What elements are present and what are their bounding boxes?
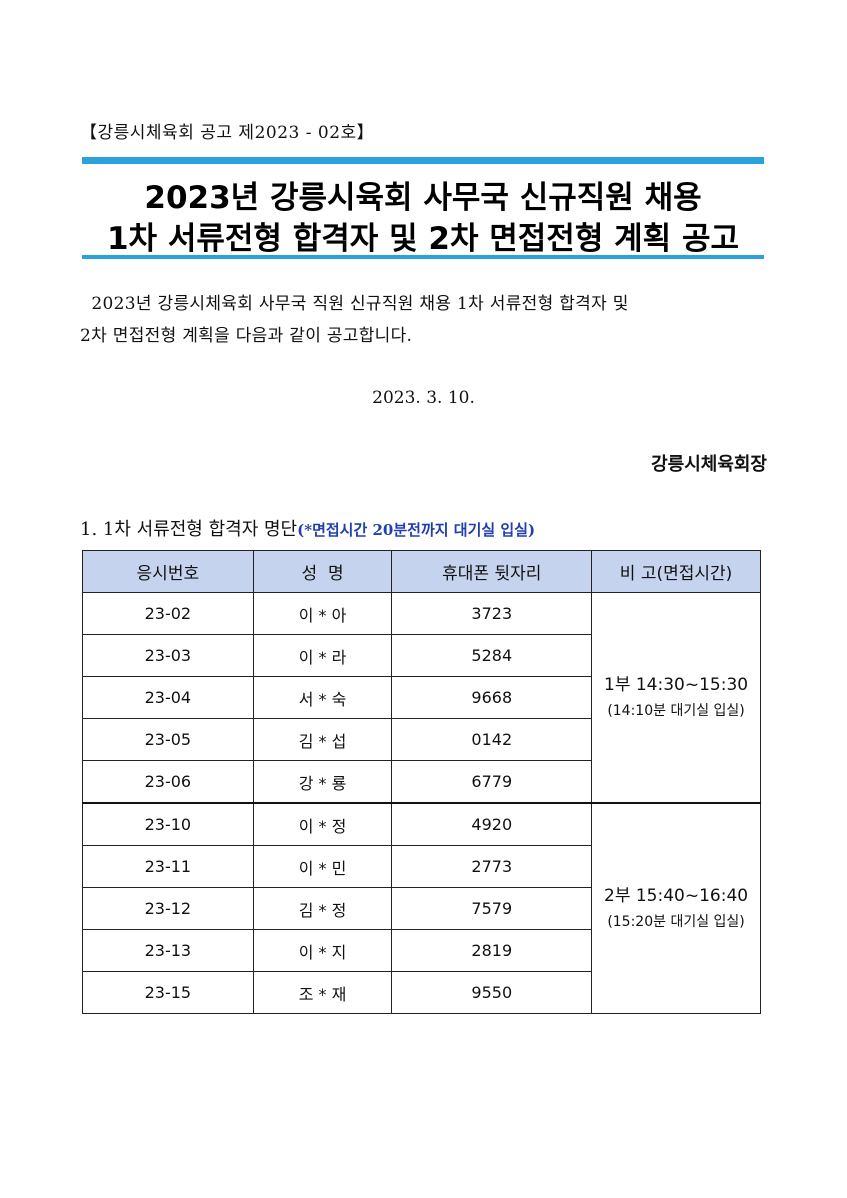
- phone-cell: 2773: [391, 845, 593, 888]
- table-row: 23-06 강 * 룡 6779: [82, 760, 761, 804]
- name-cell: 이 * 정: [252, 802, 393, 846]
- name-cell: 강 * 룡: [252, 760, 393, 804]
- name-cell: 이 * 라: [252, 634, 393, 677]
- exam-number-cell: 23-11: [82, 845, 254, 888]
- phone-cell: 5284: [391, 634, 593, 677]
- title-line-1: 2023년 강릉시육회 사무국 신규직원 채용: [144, 180, 702, 216]
- exam-number-cell: 23-13: [82, 929, 254, 972]
- table-row: 23-04 서 * 숙 9668: [82, 676, 761, 719]
- section-heading: 1. 1차 서류전형 합격자 명단(*면접시간 20분전까지 대기실 입실): [80, 515, 535, 541]
- exam-number-cell: 23-02: [82, 592, 254, 635]
- phone-cell: 3723: [391, 592, 593, 635]
- name-cell: 이 * 아: [252, 592, 393, 635]
- remark-cell-group-2: 2부 15:40~16:40 (15:20분 대기실 입실): [591, 802, 761, 1014]
- name-cell: 김 * 정: [252, 887, 393, 930]
- exam-number-cell: 23-12: [82, 887, 254, 930]
- remark-cell-group-1: 1부 14:30~15:30 (14:10분 대기실 입실): [591, 592, 761, 804]
- table-header-row: 응시번호 성 명 휴대폰 뒷자리 비 고(면접시간): [82, 550, 761, 593]
- remark-time-2: 2부 15:40~16:40: [604, 885, 749, 906]
- body-text: 2023년 강릉시체육회 사무국 직원 신규직원 채용 1차 서류전형 합격자 …: [80, 288, 766, 352]
- phone-cell: 9668: [391, 676, 593, 719]
- exam-number-cell: 23-03: [82, 634, 254, 677]
- exam-number-cell: 23-04: [82, 676, 254, 719]
- notice-number: 【강릉시체육회 공고 제2023 - 02호】: [80, 123, 375, 143]
- table-row: 23-13 이 * 지 2819: [82, 929, 761, 972]
- title-line-2: 1차 서류전형 합격자 및 2차 면접전형 계획 공고: [106, 221, 740, 257]
- signer: 강릉시체육회장: [651, 454, 767, 475]
- name-cell: 김 * 섭: [252, 718, 393, 761]
- passer-table: 응시번호 성 명 휴대폰 뒷자리 비 고(면접시간) 23-02 이 * 아 3…: [82, 550, 761, 1014]
- phone-cell: 4920: [391, 802, 593, 846]
- body-line-1: 2023년 강릉시체육회 사무국 직원 신규직원 채용 1차 서류전형 합격자 …: [80, 294, 629, 314]
- header-remark: 비 고(면접시간): [591, 550, 761, 593]
- notice-date: 2023. 3. 10.: [372, 388, 475, 408]
- exam-number-cell: 23-06: [82, 760, 254, 804]
- table-row: 23-10 이 * 정 4920 2부 15:40~16:40 (15:20분 …: [82, 802, 761, 1014]
- exam-number-cell: 23-05: [82, 718, 254, 761]
- table-row: 23-03 이 * 라 5284: [82, 634, 761, 677]
- title-rule-top: [82, 157, 764, 164]
- phone-cell: 6779: [391, 760, 593, 804]
- phone-cell: 2819: [391, 929, 593, 972]
- name-cell: 이 * 지: [252, 929, 393, 972]
- name-cell: 조 * 재: [252, 971, 393, 1014]
- table-row: 23-05 김 * 섭 0142: [82, 718, 761, 761]
- phone-cell: 0142: [391, 718, 593, 761]
- table-row: 23-02 이 * 아 3723 1부 14:30~15:30 (14:10분 …: [82, 592, 761, 804]
- title-rule-bottom: [82, 255, 764, 259]
- header-phone: 휴대폰 뒷자리: [391, 550, 593, 593]
- header-name: 성 명: [252, 550, 393, 593]
- table-row: 23-12 김 * 정 7579: [82, 887, 761, 930]
- name-cell: 서 * 숙: [252, 676, 393, 719]
- section-heading-note: (*면접시간 20분전까지 대기실 입실): [297, 521, 536, 539]
- header-exam-number: 응시번호: [82, 550, 254, 593]
- remark-arrival-1: (14:10분 대기실 입실): [607, 702, 745, 719]
- phone-cell: 7579: [391, 887, 593, 930]
- exam-number-cell: 23-10: [82, 802, 254, 846]
- phone-cell: 9550: [391, 971, 593, 1014]
- name-cell: 이 * 민: [252, 845, 393, 888]
- table-row: 23-11 이 * 민 2773: [82, 845, 761, 888]
- remark-arrival-2: (15:20분 대기실 입실): [607, 913, 745, 930]
- exam-number-cell: 23-15: [82, 971, 254, 1014]
- section-heading-text: 1. 1차 서류전형 합격자 명단: [80, 519, 298, 540]
- body-line-2: 2차 면접전형 계획을 다음과 같이 공고합니다.: [80, 326, 413, 346]
- table-row: 23-15 조 * 재 9550: [82, 971, 761, 1014]
- remark-time-1: 1부 14:30~15:30: [604, 674, 749, 695]
